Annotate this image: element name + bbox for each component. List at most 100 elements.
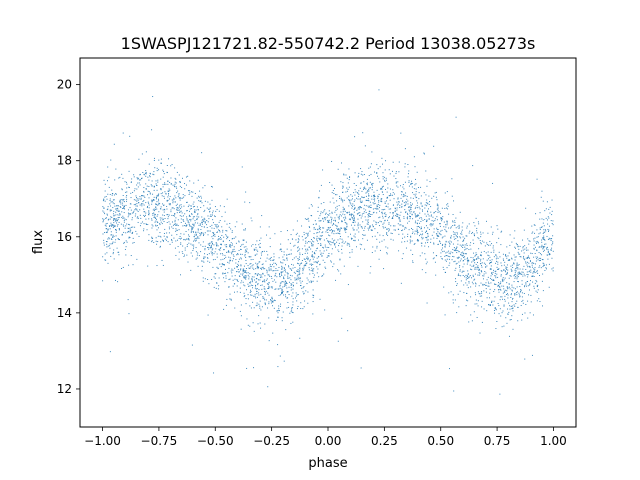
data-point: [379, 234, 381, 236]
data-point: [391, 170, 393, 172]
data-point: [218, 249, 220, 250]
data-point: [424, 245, 426, 247]
data-point: [257, 323, 259, 325]
data-point: [338, 215, 340, 217]
data-point: [155, 220, 157, 222]
data-point: [509, 259, 511, 261]
data-point: [201, 222, 203, 224]
data-point: [437, 204, 439, 206]
data-point: [289, 312, 291, 314]
data-point: [189, 180, 191, 182]
data-point: [113, 222, 115, 224]
data-point: [527, 238, 529, 240]
data-point: [227, 236, 229, 238]
data-point: [244, 271, 246, 273]
data-point: [342, 211, 344, 213]
data-point: [212, 235, 214, 237]
data-point: [252, 267, 254, 269]
data-point: [522, 302, 524, 304]
data-point: [197, 252, 199, 254]
data-point: [124, 218, 126, 220]
data-point: [369, 226, 371, 228]
data-point: [337, 168, 339, 170]
data-point: [214, 224, 216, 226]
data-point: [121, 268, 123, 269]
data-point: [462, 252, 464, 254]
data-point: [384, 188, 386, 190]
data-point: [539, 232, 541, 234]
data-point: [345, 174, 347, 176]
data-point: [542, 200, 544, 202]
data-point: [476, 261, 478, 263]
data-point: [140, 197, 142, 199]
data-point: [284, 284, 286, 286]
data-point: [313, 237, 315, 239]
data-point: [143, 173, 145, 175]
data-point: [387, 203, 389, 205]
data-point: [159, 202, 161, 204]
data-point: [516, 244, 518, 246]
data-point: [310, 280, 312, 282]
data-point: [183, 225, 185, 227]
data-point: [221, 253, 223, 254]
data-point: [201, 270, 203, 272]
data-point: [411, 214, 413, 216]
data-point: [267, 284, 269, 285]
data-point: [470, 256, 472, 258]
data-point: [432, 216, 434, 218]
data-point: [548, 237, 550, 239]
data-point: [179, 235, 181, 237]
data-point: [176, 209, 178, 211]
data-point: [324, 244, 326, 246]
data-point: [361, 244, 363, 246]
data-point: [115, 229, 117, 231]
data-point: [509, 244, 511, 246]
data-point: [547, 228, 549, 230]
data-point: [256, 249, 258, 251]
data-point: [286, 297, 288, 299]
data-point: [480, 236, 482, 238]
data-point: [325, 217, 327, 219]
data-point: [404, 205, 406, 207]
data-point: [154, 167, 156, 169]
data-point: [274, 288, 276, 290]
data-point: [213, 372, 215, 374]
data-point: [214, 251, 216, 253]
data-point: [317, 240, 318, 242]
data-point: [417, 240, 419, 242]
data-point: [162, 218, 164, 220]
data-point: [176, 187, 178, 189]
data-point: [377, 222, 379, 224]
data-point: [295, 239, 297, 241]
data-point: [549, 212, 551, 214]
data-point: [521, 319, 523, 321]
data-point: [363, 204, 365, 206]
data-point: [132, 264, 134, 266]
data-point: [474, 278, 476, 280]
data-point: [367, 198, 369, 200]
data-point: [116, 214, 118, 216]
data-point: [270, 300, 272, 302]
data-point: [421, 205, 423, 207]
data-point: [350, 199, 352, 201]
data-point: [410, 202, 412, 204]
data-point: [166, 200, 168, 202]
data-point: [155, 224, 157, 226]
data-point: [332, 231, 334, 233]
data-point: [258, 294, 260, 296]
data-point: [176, 192, 178, 194]
data-point: [533, 262, 535, 264]
data-point: [344, 230, 346, 232]
data-point: [312, 245, 314, 247]
data-point: [396, 215, 398, 217]
data-point: [386, 196, 388, 198]
data-point: [237, 280, 239, 282]
data-point: [420, 228, 422, 230]
data-point: [115, 218, 117, 220]
data-point: [167, 196, 169, 198]
data-point: [138, 198, 140, 200]
data-point: [215, 242, 217, 244]
data-point: [466, 260, 468, 262]
data-point: [472, 276, 474, 278]
data-point: [392, 161, 394, 163]
